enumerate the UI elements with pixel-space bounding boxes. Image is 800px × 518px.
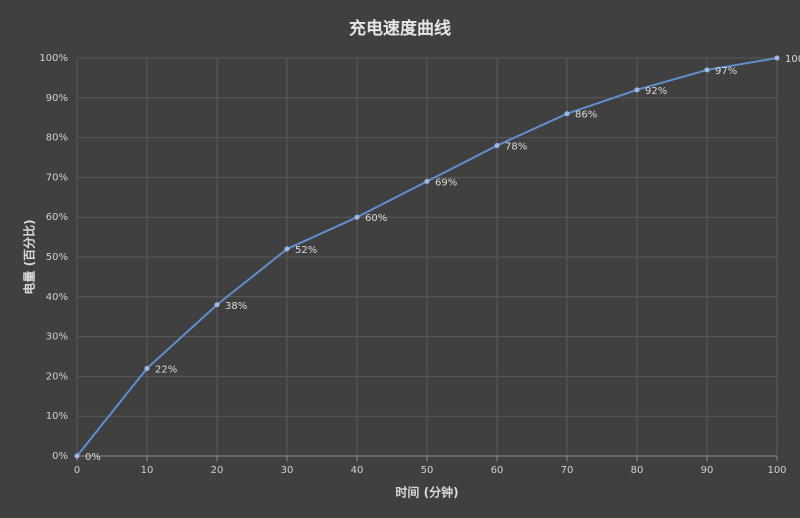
data-label: 60% — [365, 213, 387, 224]
y-tick-label: 60% — [46, 212, 68, 223]
data-label: 38% — [225, 301, 247, 312]
y-tick-label: 80% — [46, 133, 68, 144]
point — [284, 246, 290, 252]
y-tick-label: 40% — [46, 292, 68, 303]
data-label: 78% — [505, 142, 527, 153]
data-label: 22% — [155, 364, 177, 375]
y-tick-label: 0% — [52, 451, 68, 462]
y-axis-title: 电量 (百分比) — [22, 219, 37, 294]
x-tick-label: 90 — [701, 465, 714, 476]
point — [774, 55, 780, 61]
data-label: 69% — [435, 177, 457, 188]
point — [564, 111, 570, 117]
point — [214, 302, 220, 308]
y-tick-label: 30% — [46, 332, 68, 343]
x-axis-title: 时间 (分钟) — [395, 485, 458, 500]
y-tick-label: 100% — [39, 53, 68, 64]
data-label: 92% — [645, 86, 667, 97]
x-tick-label: 10 — [141, 465, 154, 476]
x-tick-label: 100 — [767, 465, 786, 476]
point — [144, 365, 150, 371]
x-tick-label: 20 — [211, 465, 224, 476]
point — [634, 87, 640, 93]
x-tick-label: 0 — [74, 465, 80, 476]
x-tick-label: 60 — [491, 465, 504, 476]
point — [704, 67, 710, 73]
x-tick-label: 80 — [631, 465, 644, 476]
y-tick-label: 70% — [46, 172, 68, 183]
x-tick-label: 40 — [351, 465, 364, 476]
x-tick-label: 50 — [421, 465, 434, 476]
data-label: 100% — [785, 54, 800, 65]
y-tick-label: 10% — [46, 411, 68, 422]
x-tick-label: 30 — [281, 465, 294, 476]
y-tick-label: 90% — [46, 93, 68, 104]
data-label: 52% — [295, 245, 317, 256]
data-label: 86% — [575, 110, 597, 121]
point — [354, 214, 360, 220]
y-tick-label: 20% — [46, 371, 68, 382]
x-tick-label: 70 — [561, 465, 574, 476]
chart-title: 充电速度曲线 — [349, 18, 451, 39]
data-label: 97% — [715, 66, 737, 77]
point — [494, 143, 500, 149]
point — [424, 178, 430, 184]
data-label: 0% — [85, 452, 101, 463]
y-tick-label: 50% — [46, 252, 68, 263]
point — [74, 453, 80, 459]
